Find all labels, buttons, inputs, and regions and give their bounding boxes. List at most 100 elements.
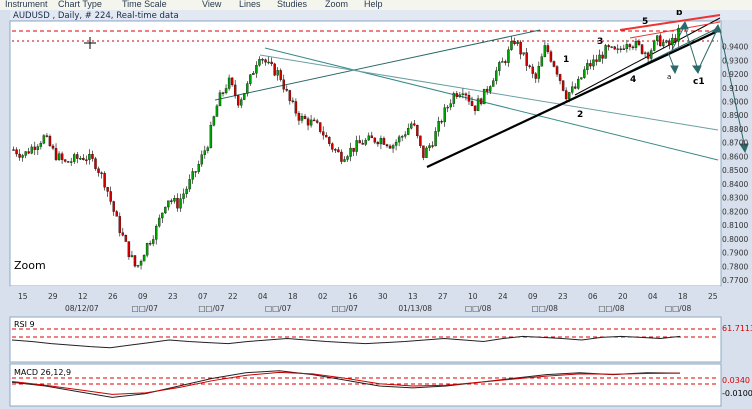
candle-bear bbox=[170, 200, 173, 202]
candle-bear bbox=[194, 171, 197, 173]
candle-bear bbox=[607, 45, 610, 48]
menu-instrument[interactable]: Instrument bbox=[5, 0, 48, 9]
candle-bear bbox=[385, 144, 389, 147]
candle-bull bbox=[510, 41, 513, 50]
x-date-label: □□/08 bbox=[665, 304, 691, 313]
candle-bull bbox=[249, 74, 252, 84]
x-tick-label: 30 bbox=[378, 292, 388, 301]
candle-bull bbox=[379, 138, 383, 145]
x-tick-label: 24 bbox=[498, 292, 508, 301]
candle-bull bbox=[501, 61, 504, 63]
candles-group bbox=[12, 24, 680, 270]
candle-bear bbox=[288, 90, 292, 101]
candle-bull bbox=[397, 136, 401, 143]
menu-bar: Instrument Chart Type Time Scale View Li… bbox=[0, 0, 752, 10]
candle-bull bbox=[498, 62, 501, 71]
menu-zoom[interactable]: Zoom bbox=[325, 0, 349, 9]
candle-bull bbox=[649, 50, 653, 59]
candle-bear bbox=[628, 44, 632, 48]
candle-bull bbox=[240, 99, 243, 106]
candle-bull bbox=[671, 37, 674, 46]
candle-bull bbox=[652, 40, 656, 51]
candle-bull bbox=[592, 59, 595, 67]
x-tick-label: 18 bbox=[288, 292, 298, 301]
crosshair-icon bbox=[84, 37, 96, 49]
candle-bear bbox=[94, 158, 97, 169]
candle-bull bbox=[145, 243, 149, 256]
candle-bull bbox=[580, 77, 583, 80]
candle-bull bbox=[458, 94, 462, 97]
channel-line-top bbox=[214, 29, 541, 101]
candle-bear bbox=[115, 211, 118, 217]
menu-help[interactable]: Help bbox=[364, 0, 383, 9]
candle-bull bbox=[610, 46, 613, 48]
candle-bear bbox=[124, 235, 128, 242]
header-bar bbox=[10, 10, 752, 20]
candle-bull bbox=[583, 69, 586, 78]
candle-bull bbox=[151, 239, 155, 244]
chart-canvas[interactable]: AUDUSD , Daily, # 224, Real-time data 1 … bbox=[0, 10, 752, 409]
candle-bear bbox=[103, 173, 106, 188]
rsi-title: RSI 9 bbox=[14, 320, 35, 329]
candle-bull bbox=[30, 146, 33, 154]
candle-bear bbox=[519, 41, 522, 55]
candle-bear bbox=[525, 52, 528, 66]
candle-bull bbox=[677, 27, 680, 42]
candle-bear bbox=[121, 232, 125, 236]
candle-bear bbox=[564, 90, 568, 100]
fan-line-red-2 bbox=[629, 21, 721, 39]
y-tick-label: 0.8000 bbox=[722, 235, 748, 244]
candle-bull bbox=[185, 188, 188, 195]
candle-bear bbox=[528, 65, 531, 68]
y-tick-label: 0.8800 bbox=[722, 125, 748, 134]
wave-label-5: 5 bbox=[642, 17, 648, 27]
candle-bull bbox=[522, 52, 525, 55]
candle-bull bbox=[164, 206, 167, 214]
y-tick-label: 0.9200 bbox=[722, 70, 748, 79]
menu-chart-type[interactable]: Chart Type bbox=[58, 0, 102, 9]
candle-bear bbox=[97, 168, 100, 173]
candle-bull bbox=[537, 66, 541, 79]
candle-bear bbox=[622, 48, 626, 50]
candle-bear bbox=[291, 100, 295, 102]
candle-bear bbox=[261, 59, 264, 61]
rsi-panel bbox=[9, 316, 722, 363]
candle-bull bbox=[616, 48, 619, 50]
candle-bear bbox=[382, 138, 386, 145]
y-tick-label: 0.8900 bbox=[722, 111, 748, 120]
candle-bear bbox=[555, 66, 559, 75]
candle-bear bbox=[352, 147, 355, 152]
candle-bear bbox=[340, 151, 343, 162]
candle-bear bbox=[82, 158, 85, 160]
y-tick-label: 0.7900 bbox=[722, 249, 748, 258]
candle-bear bbox=[48, 136, 52, 147]
candle-bull bbox=[355, 140, 358, 152]
rsi-line bbox=[11, 335, 681, 349]
candle-bull bbox=[364, 139, 367, 145]
candle-bull bbox=[540, 56, 544, 67]
candle-bear bbox=[312, 119, 316, 122]
candle-bear bbox=[297, 113, 301, 121]
candle-bull bbox=[188, 179, 191, 190]
menu-lines[interactable]: Lines bbox=[239, 0, 261, 9]
candle-bull bbox=[400, 136, 404, 138]
y-tick-label: 0.9000 bbox=[722, 98, 748, 107]
candle-bull bbox=[309, 119, 313, 126]
candle-bear bbox=[18, 153, 21, 158]
candle-bear bbox=[416, 124, 419, 137]
menu-time-scale[interactable]: Time Scale bbox=[122, 0, 167, 9]
chart-title: AUDUSD , Daily, # 224, Real-time data bbox=[13, 11, 179, 21]
x-tick-label: 16 bbox=[348, 292, 358, 301]
candle-bear bbox=[306, 118, 310, 126]
candle-bear bbox=[464, 93, 468, 96]
candle-bear bbox=[631, 46, 635, 49]
candle-bear bbox=[233, 84, 237, 96]
menu-view[interactable]: View bbox=[202, 0, 222, 9]
candle-bear bbox=[133, 255, 137, 267]
candle-bull bbox=[227, 77, 231, 89]
channel-line-upper bbox=[264, 47, 719, 161]
candle-bull bbox=[665, 40, 668, 43]
menu-studies[interactable]: Studies bbox=[277, 0, 308, 9]
fan-line-red bbox=[619, 14, 721, 31]
candle-bull bbox=[598, 54, 601, 62]
